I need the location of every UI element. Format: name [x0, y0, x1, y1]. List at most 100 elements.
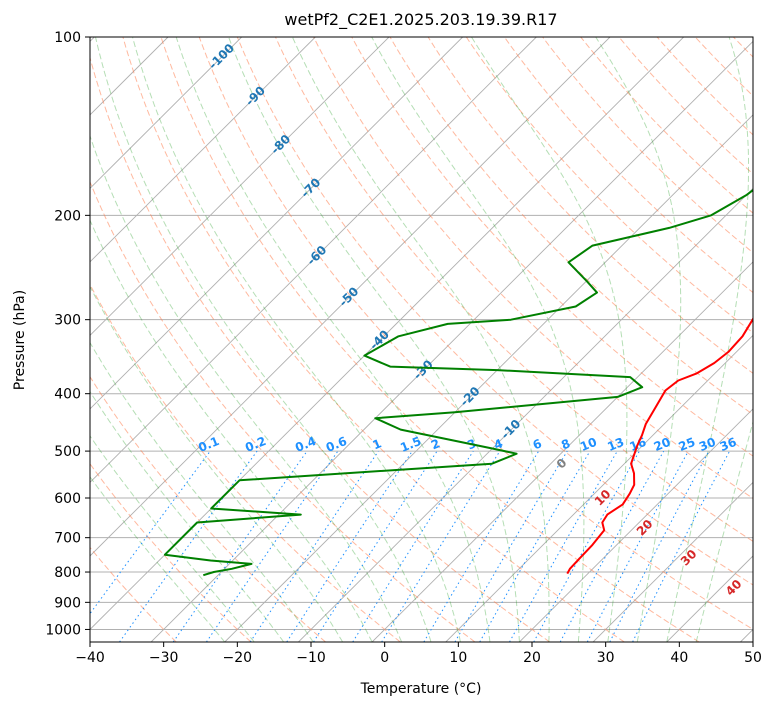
- moist-adiabat-line: [471, 37, 628, 642]
- isotherm-label: -10: [498, 417, 523, 442]
- dry-adiabat-line: [198, 37, 753, 630]
- isotherm-line: [90, 37, 243, 190]
- isotherm-line: [445, 334, 753, 642]
- y-tick-label: 200: [54, 208, 81, 224]
- isotherm-line: [224, 114, 753, 642]
- y-tick-label: 700: [54, 531, 81, 547]
- isotherm-line: [150, 40, 753, 642]
- isotherm-line: [592, 481, 753, 642]
- wet-adiabat-label: 40: [723, 577, 745, 599]
- moist-adiabat-line: [90, 435, 255, 642]
- x-tick-label: 10: [449, 650, 467, 666]
- dry-adiabat-line: [313, 37, 753, 499]
- mixing-ratio-line: [479, 450, 591, 642]
- moist-adiabat-line: [371, 37, 585, 642]
- mixing-ratio-line: [313, 450, 438, 642]
- dry-adiabat-line: [90, 283, 401, 642]
- isotherm-line: [371, 261, 753, 642]
- moist-adiabat-line: [95, 37, 432, 642]
- y-tick-label: 500: [54, 444, 81, 460]
- mixing-ratio-label: 0.2: [243, 434, 268, 455]
- mixing-ratio-line: [90, 450, 211, 615]
- isotherm-label: -80: [268, 132, 293, 157]
- mixing-ratio-line: [249, 450, 379, 642]
- x-tick-label: 50: [744, 650, 762, 666]
- isotherm-label: -40: [367, 327, 392, 352]
- y-tick-label: 300: [54, 313, 81, 329]
- mixing-ratio-label: 36: [718, 435, 739, 454]
- isotherm-label: -20: [457, 384, 482, 409]
- dry-adiabat-line: [236, 37, 753, 586]
- mixing-ratio-label: 1.5: [398, 434, 423, 455]
- y-tick-label: 600: [54, 491, 81, 507]
- wet-adiabat-label: 20: [634, 517, 656, 539]
- isotherm-label: -90: [243, 83, 268, 108]
- isotherm-line: [90, 37, 390, 337]
- isotherm-label: -30: [411, 357, 436, 382]
- dry-adiabat-line: [389, 37, 753, 416]
- mixing-ratio-label: 6: [531, 436, 544, 452]
- mixing-ratio-line: [632, 450, 731, 642]
- moist-adiabat-line: [291, 37, 550, 642]
- dewpoint-profile-line: [163, 188, 753, 577]
- mixing-ratio-label: 13: [605, 435, 626, 454]
- dry-adiabat-line: [90, 462, 252, 642]
- mixing-ratio-label: 25: [676, 435, 697, 454]
- mixing-ratio-line: [509, 450, 618, 642]
- y-axis-label: Pressure (hPa): [12, 290, 28, 390]
- mixing-ratio-line: [381, 450, 501, 642]
- chart-title: wetPf2_C2E1.2025.203.19.39.R17: [284, 10, 557, 30]
- plot-area: 0.1 0.2 0.4 0.6 1 1.5 2 3 4 6 8 10 13 16 20 25 30 36-100-…: [90, 37, 775, 642]
- mixing-ratio-line: [119, 450, 258, 642]
- dry-adiabat-line: [580, 37, 753, 214]
- dry-adiabat-line: [465, 37, 753, 334]
- mixing-ratio-label: 0.4: [293, 434, 318, 455]
- axes: −40 −30 −20 −10 0 10 20 30 40 5010020030040050060…: [45, 30, 762, 666]
- y-tick-label: 400: [54, 387, 81, 403]
- x-tick-label: −30: [149, 650, 179, 666]
- dry-adiabat-line: [542, 37, 753, 254]
- dry-adiabat-line: [351, 37, 753, 457]
- dry-adiabat-line: [503, 37, 753, 294]
- dry-adiabat-line: [122, 37, 625, 642]
- moist-adiabat-line: [90, 285, 344, 642]
- dry-adiabat-line: [694, 37, 753, 97]
- y-tick-label: 1000: [45, 622, 81, 638]
- moist-adiabat-line: [228, 37, 520, 642]
- mixing-ratio-label: 2: [429, 436, 442, 452]
- x-tick-label: −40: [75, 650, 105, 666]
- mixing-ratio-line: [454, 450, 568, 642]
- isotherm-label: -100: [206, 41, 237, 72]
- x-tick-label: 30: [597, 650, 615, 666]
- dry-adiabat-line: [90, 55, 550, 642]
- x-tick-label: −20: [223, 650, 253, 666]
- y-tick-label: 100: [54, 30, 81, 46]
- isotherm-line: [90, 37, 611, 557]
- isotherm-line: [519, 408, 753, 642]
- x-tick-label: 40: [670, 650, 688, 666]
- x-tick-label: −10: [296, 650, 326, 666]
- x-tick-label: 20: [523, 650, 541, 666]
- dry-adiabat-line: [90, 180, 476, 642]
- moist-adiabat-line: [175, 37, 491, 642]
- y-tick-label: 900: [54, 595, 81, 611]
- moist-adiabat-line: [90, 390, 285, 642]
- x-axis-label: Temperature (°C): [360, 681, 482, 697]
- isotherm-label: -70: [298, 175, 323, 200]
- wet-adiabat-label: 30: [678, 547, 700, 569]
- moist-adiabat-line: [666, 37, 749, 642]
- temperature-profile-line: [566, 316, 753, 575]
- moist-adiabat-line: [90, 341, 314, 642]
- mixing-ratio-label: 20: [652, 435, 673, 454]
- isotherm-line: [666, 555, 753, 642]
- dry-adiabat-line: [772, 37, 775, 642]
- mixing-ratio-label: 30: [697, 435, 718, 454]
- moist-adiabat-line: [132, 37, 461, 642]
- y-tick-label: 800: [54, 565, 81, 581]
- moist-adiabat-line: [90, 218, 373, 642]
- moist-adiabat-line: [90, 134, 403, 642]
- dry-adiabat-line: [618, 37, 753, 175]
- mixing-ratio-line: [352, 450, 474, 642]
- isotherm-label: -50: [336, 284, 361, 309]
